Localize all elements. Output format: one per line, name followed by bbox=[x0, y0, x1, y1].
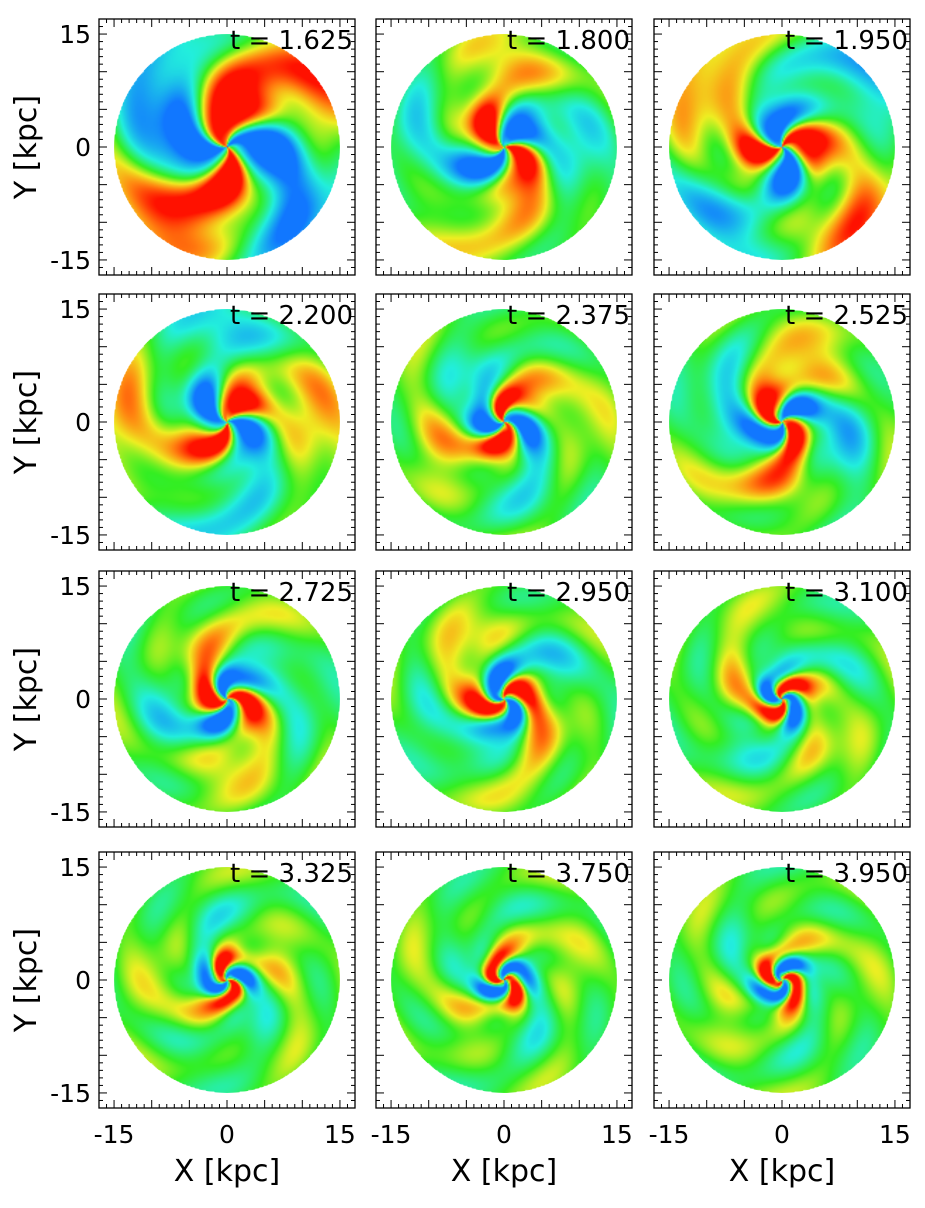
panel-12: t = 3.950 bbox=[653, 851, 911, 1109]
disk-map bbox=[669, 586, 895, 812]
x-tick-label: 0 bbox=[496, 1120, 512, 1149]
time-label: t = 2.200 bbox=[230, 301, 353, 331]
y-tick-label: 15 bbox=[59, 20, 91, 49]
y-tick-label: 15 bbox=[59, 853, 91, 882]
time-label: t = 1.625 bbox=[230, 26, 353, 56]
time-label: t = 3.750 bbox=[507, 859, 630, 889]
x-axis-label: X [kpc] bbox=[729, 1154, 835, 1189]
x-tick-label: 0 bbox=[774, 1120, 790, 1149]
panel-7: t = 2.725 bbox=[98, 570, 356, 828]
time-label: t = 3.325 bbox=[230, 859, 353, 889]
panel-1: t = 1.625 bbox=[98, 18, 356, 276]
tick-marks bbox=[99, 571, 355, 827]
x-tick-label: 0 bbox=[219, 1120, 235, 1149]
x-tick-label: 15 bbox=[601, 1120, 633, 1149]
panel-9: t = 3.100 bbox=[653, 570, 911, 828]
panel-2: t = 1.800 bbox=[375, 18, 633, 276]
disk-map bbox=[391, 34, 617, 260]
x-tick-label: -15 bbox=[94, 1120, 135, 1149]
disk-map bbox=[391, 586, 617, 812]
tick-marks bbox=[654, 294, 910, 550]
x-tick-label: 15 bbox=[324, 1120, 356, 1149]
tick-marks bbox=[99, 852, 355, 1108]
y-tick-label: 15 bbox=[59, 295, 91, 324]
panel-10: t = 3.325 bbox=[98, 851, 356, 1109]
time-label: t = 3.950 bbox=[785, 859, 908, 889]
time-label: t = 3.100 bbox=[785, 578, 908, 608]
time-label: t = 2.375 bbox=[507, 301, 630, 331]
y-tick-label: 15 bbox=[59, 572, 91, 601]
disk-map bbox=[669, 34, 895, 260]
y-tick-label: -15 bbox=[50, 1079, 91, 1108]
disk-map bbox=[669, 867, 895, 1093]
panel-11: t = 3.750 bbox=[375, 851, 633, 1109]
time-label: t = 2.725 bbox=[230, 578, 353, 608]
time-label: t = 2.525 bbox=[785, 301, 908, 331]
panel-8: t = 2.950 bbox=[375, 570, 633, 828]
disk-map bbox=[114, 867, 340, 1093]
y-tick-label: -15 bbox=[50, 246, 91, 275]
x-tick-label: -15 bbox=[649, 1120, 690, 1149]
axes-layer: 15 0 -15 Y [kpc] 15 0 -15 Y [kpc] 15 0 -15 Y [kpc] 1… bbox=[9, 20, 911, 1189]
y-axis-label: Y [kpc] bbox=[9, 647, 44, 752]
x-axis-label: X [kpc] bbox=[451, 1154, 557, 1189]
x-tick-label: -15 bbox=[371, 1120, 412, 1149]
tick-marks bbox=[99, 294, 355, 550]
disk-map bbox=[391, 309, 617, 535]
panel-3: t = 1.950 bbox=[653, 18, 911, 276]
y-axis-label: Y [kpc] bbox=[9, 928, 44, 1033]
disk-map bbox=[391, 867, 617, 1093]
y-tick-label: 0 bbox=[75, 966, 91, 995]
tick-marks bbox=[654, 571, 910, 827]
y-tick-label: 0 bbox=[75, 408, 91, 437]
tick-marks bbox=[376, 294, 632, 550]
tick-marks bbox=[376, 571, 632, 827]
panels-layer: t = 1.625 t = 1.800 t = 1.950 t = 2.200 t = … bbox=[98, 18, 911, 1109]
panel-4: t = 2.200 bbox=[98, 293, 356, 551]
disk-map bbox=[114, 309, 340, 535]
y-tick-label: 0 bbox=[75, 685, 91, 714]
time-label: t = 1.950 bbox=[785, 26, 908, 56]
tick-marks bbox=[376, 852, 632, 1108]
y-axis-label: Y [kpc] bbox=[9, 95, 44, 200]
y-axis-label: Y [kpc] bbox=[9, 370, 44, 475]
y-tick-label: -15 bbox=[50, 798, 91, 827]
x-tick-label: 15 bbox=[879, 1120, 911, 1149]
x-axis-label: X [kpc] bbox=[174, 1154, 280, 1189]
tick-marks bbox=[376, 19, 632, 275]
disk-map bbox=[114, 34, 340, 260]
panel-6: t = 2.525 bbox=[653, 293, 911, 551]
time-label: t = 1.800 bbox=[507, 26, 630, 56]
tick-marks bbox=[654, 852, 910, 1108]
y-tick-label: 0 bbox=[75, 133, 91, 162]
disk-map bbox=[114, 586, 340, 812]
time-label: t = 2.950 bbox=[507, 578, 630, 608]
y-tick-label: -15 bbox=[50, 521, 91, 550]
tick-marks bbox=[99, 19, 355, 275]
panel-5: t = 2.375 bbox=[375, 293, 633, 551]
tick-marks bbox=[654, 19, 910, 275]
disk-map bbox=[669, 309, 895, 535]
